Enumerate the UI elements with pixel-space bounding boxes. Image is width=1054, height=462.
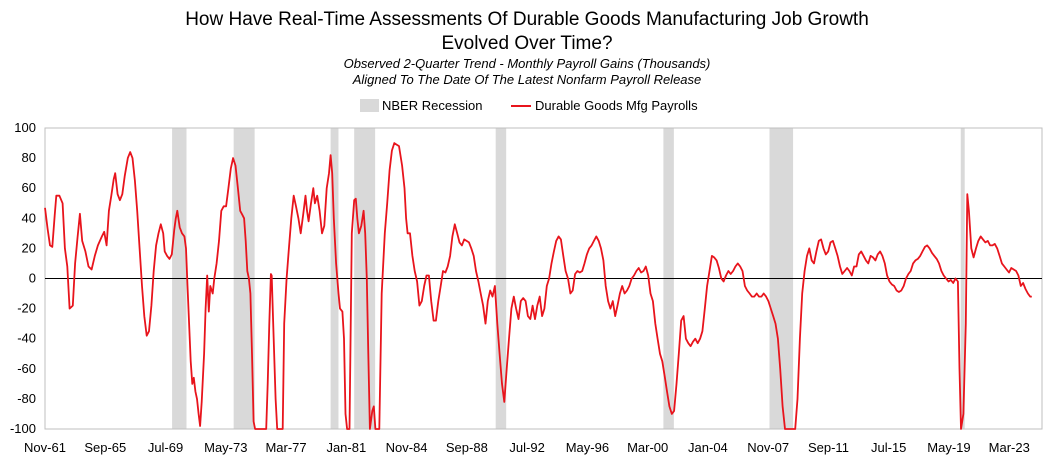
y-tick-label: 20 [22, 240, 36, 255]
legend: NBER Recession Durable Goods Mfg Payroll… [360, 98, 698, 113]
y-tick-label: 100 [14, 120, 36, 135]
x-tick-label: Mar-23 [989, 440, 1030, 455]
legend-recession-swatch [360, 99, 379, 112]
chart-title-line-2: Evolved Over Time? [441, 33, 613, 54]
y-tick-label: 60 [22, 180, 36, 195]
x-tick-label: Jul-15 [871, 440, 906, 455]
x-tick-label: Sep-11 [808, 440, 849, 455]
x-tick-label: Mar-77 [265, 440, 306, 455]
series-lines [44, 142, 1032, 430]
x-tick-label: May-96 [566, 440, 609, 455]
x-tick-label: May-73 [204, 440, 247, 455]
y-tick-label: -80 [17, 391, 36, 406]
x-tick-label: Jan-04 [688, 440, 728, 455]
y-tick-label: 40 [22, 210, 36, 225]
x-tick-label: Sep-65 [84, 440, 126, 455]
x-tick-label: Jul-69 [148, 440, 183, 455]
x-tick-label: Mar-00 [627, 440, 668, 455]
x-tick-label: Nov-61 [24, 440, 66, 455]
chart-title-line-1: How Have Real-Time Assessments Of Durabl… [185, 9, 869, 30]
y-tick-label: -20 [17, 301, 36, 316]
chart-titles: How Have Real-Time Assessments Of Durabl… [0, 8, 1054, 88]
chart-subtitle-line-2: Aligned To The Date Of The Latest Nonfar… [352, 72, 702, 87]
series-line-1 [44, 142, 1032, 430]
x-tick-label: Sep-88 [446, 440, 488, 455]
x-tick-label: Nov-84 [386, 440, 428, 455]
x-tick-label: Jul-92 [509, 440, 544, 455]
y-axis-tick-labels: 100 80 60 40 20 0 -20 -40 -60 -80 -100 [10, 120, 36, 436]
x-tick-label: Nov-07 [747, 440, 789, 455]
y-tick-label: 0 [29, 271, 36, 286]
x-tick-label: May-19 [927, 440, 970, 455]
chart-subtitle-line-1: Observed 2-Quarter Trend - Monthly Payro… [343, 56, 711, 71]
legend-series-label: Durable Goods Mfg Payrolls [535, 98, 698, 113]
y-tick-label: -60 [17, 361, 36, 376]
y-tick-label: -40 [17, 331, 36, 346]
y-tick-label: 80 [22, 150, 36, 165]
legend-recession-label: NBER Recession [382, 98, 482, 113]
y-tick-label: -100 [10, 421, 36, 436]
x-tick-label: Jan-81 [326, 440, 366, 455]
x-axis-tick-labels: Nov-61 Sep-65 Jul-69 May-73 Mar-77 Jan-81 Nov-… [24, 440, 1030, 455]
